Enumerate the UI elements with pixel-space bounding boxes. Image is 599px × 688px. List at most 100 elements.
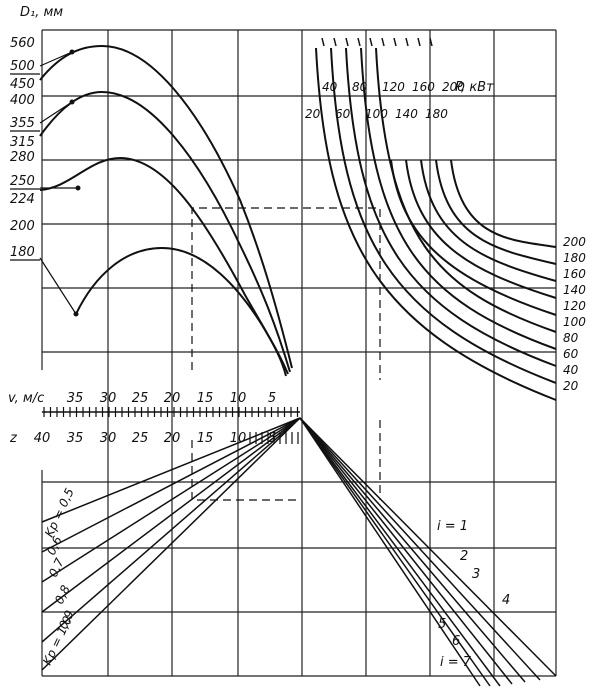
d1-curve-500 (39, 44, 293, 369)
power-top-mark-6 (393, 37, 397, 47)
kp-label-0.5: Kp = 0,5 (42, 486, 77, 539)
kp-ray-0.9 (41, 417, 301, 643)
z-tick-5: 5 (268, 431, 276, 446)
power-curve-7 (405, 159, 557, 299)
power-bottom-label-140: 140 (395, 107, 418, 121)
curves (39, 37, 557, 401)
d1-tick-280: 280 (10, 150, 35, 165)
i-ray-4 (299, 417, 513, 685)
i-label-3: 3 (472, 567, 480, 582)
d1-tick-560: 560 (10, 36, 35, 51)
power-top-label-80: 80 (352, 80, 368, 94)
power-top-mark-4 (369, 37, 373, 47)
power-top-mark-3 (357, 37, 361, 47)
power-curve-10 (450, 159, 557, 248)
power-right-label-160: 160 (563, 267, 586, 281)
z-tick-15: 15 (197, 431, 214, 446)
kp-label-0.7: 0,7 (46, 556, 67, 580)
power-top-mark-1 (333, 37, 337, 47)
power-curve-6 (390, 159, 557, 316)
d1-tick-224: 224 (10, 192, 35, 207)
d1-curve-355 (39, 90, 291, 373)
power-right-label-200: 200 (563, 235, 586, 249)
power-top-mark-7 (405, 37, 409, 47)
z-axis-label: z (9, 431, 18, 446)
power-curve-2 (330, 47, 557, 384)
i-label-6: 6 (452, 634, 460, 649)
i-ray-1 (299, 417, 557, 677)
v-tick-10: 10 (230, 391, 247, 406)
d1-tick-355: 355 (10, 116, 35, 131)
i-ray-6 (299, 417, 491, 687)
power-axis-label: P, кВт (455, 80, 494, 95)
i-label-7: i = 7 (440, 655, 472, 670)
v-tick-25: 25 (132, 391, 149, 406)
kp-ray-1 (41, 417, 301, 671)
i-label-1: i = 1 (437, 519, 468, 534)
kp-label-0.6: 0,6 (44, 534, 65, 558)
v-tick-5: 5 (268, 391, 276, 406)
z-tick-35: 35 (67, 431, 84, 446)
power-top-mark-8 (417, 37, 421, 47)
d1-leader-dot-0 (69, 49, 75, 55)
z-tick-40: 40 (34, 431, 51, 446)
power-top-mark-9 (429, 37, 433, 47)
i-label-2: 2 (460, 549, 468, 564)
v-tick-30: 30 (100, 391, 117, 406)
power-curve-9 (435, 159, 557, 265)
v-tick-15: 15 (197, 391, 214, 406)
power-curve-5 (375, 47, 557, 333)
i-label-4: 4 (502, 593, 510, 608)
power-right-label-120: 120 (563, 299, 586, 313)
power-right-label-140: 140 (563, 283, 586, 297)
v-tick-35: 35 (67, 391, 84, 406)
power-right-label-80: 80 (563, 331, 579, 345)
power-bottom-label-100: 100 (365, 107, 388, 121)
power-bottom-label-180: 180 (425, 107, 448, 121)
z-tick-10: 10 (230, 431, 247, 446)
guide-rect-top (191, 207, 381, 380)
d1-tick-500: 500 (10, 59, 35, 74)
power-top-mark-0 (321, 37, 325, 47)
power-right-label-40: 40 (563, 363, 579, 377)
d1-leader-3 (39, 257, 77, 315)
kp-label-1: Kp = 1,0 (40, 614, 75, 668)
power-bottom-label-60: 60 (335, 107, 351, 121)
d1-leader-dot-3 (73, 311, 79, 317)
kp-label-0.8: 0,8 (52, 583, 73, 607)
power-curve-8 (420, 159, 557, 282)
grid (41, 29, 557, 677)
power-curve-1 (315, 47, 557, 401)
power-curve-3 (345, 47, 557, 367)
z-tick-25: 25 (132, 431, 149, 446)
i-ray-3 (299, 417, 526, 683)
power-top-label-120: 120 (382, 80, 405, 94)
rays (41, 407, 557, 687)
z-tick-30: 30 (100, 431, 117, 446)
d1-leader-dot-1 (69, 99, 75, 105)
kp-ray-0.7 (41, 417, 301, 583)
power-top-mark-2 (345, 37, 349, 47)
power-curve-4 (360, 47, 557, 350)
i-ray-5 (299, 417, 501, 687)
kp-ray-0.6 (41, 417, 301, 553)
i-label-5: 5 (438, 617, 446, 632)
labels: D₁, мм v, м/с z P, кВт 56050045040035531… (8, 5, 586, 670)
d1-curve-180 (75, 246, 287, 377)
v-tick-20: 20 (164, 391, 181, 406)
d1-tick-250: 250 (10, 174, 35, 189)
power-right-label-60: 60 (563, 347, 579, 361)
i-ray-2 (299, 417, 541, 681)
d1-tick-315: 315 (10, 135, 35, 150)
d1-tick-450: 450 (10, 77, 35, 92)
d1-tick-180: 180 (10, 245, 35, 260)
d1-axis-label: D₁, мм (20, 5, 63, 20)
power-top-mark-5 (381, 37, 385, 47)
power-right-label-180: 180 (563, 251, 586, 265)
d1-leader-0 (39, 51, 73, 67)
d1-tick-200: 200 (10, 219, 35, 234)
power-right-label-20: 20 (563, 379, 579, 393)
kp-ray-0.8 (41, 417, 301, 613)
d1-tick-400: 400 (10, 93, 35, 108)
